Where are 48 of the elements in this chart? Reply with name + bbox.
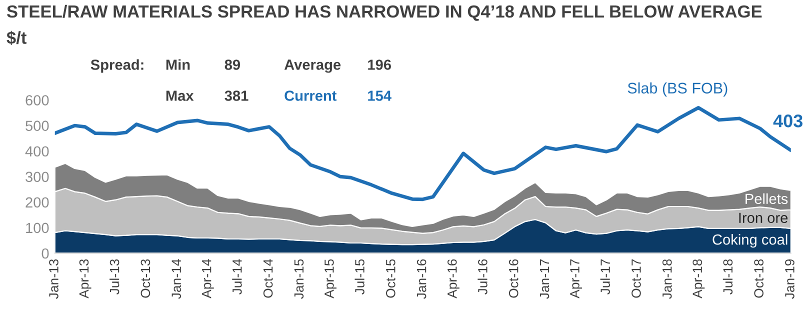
x-tick-label: Jul-13: [110, 259, 120, 294]
x-tick-label: Jul-15: [354, 259, 364, 294]
annotation: 381: [224, 90, 248, 101]
y-tick-label: 600: [26, 95, 49, 106]
x-tick-label: Jul-17: [600, 259, 610, 294]
x-tick-label: Jul-16: [478, 259, 488, 294]
annotation: 403: [773, 114, 802, 128]
annotation: 154: [368, 90, 392, 101]
x-tick-label: Oct-16: [508, 259, 518, 298]
y-tick-label: 0: [42, 248, 49, 259]
series-label: Coking coal: [712, 234, 788, 248]
x-tick-label: Jan-15: [294, 259, 304, 299]
x-tick-label: Jan-13: [49, 259, 58, 299]
y-tick-label: 300: [26, 172, 49, 182]
x-tick-label: Apr-16: [447, 259, 460, 298]
y-tick-label: 200: [26, 197, 49, 208]
x-tick-label: Jul-18: [722, 259, 733, 294]
x-tick-label: Oct-18: [754, 259, 764, 298]
x-tick-label: Jan-16: [416, 259, 426, 299]
x-tick-label: Oct-13: [140, 259, 150, 298]
x-tick-label: Apr-13: [79, 259, 92, 298]
series-label: Pellets: [746, 193, 788, 204]
x-tick-label: Oct-17: [632, 259, 641, 298]
y-tick-label: 400: [25, 146, 49, 157]
x-tick-label: Oct-14: [263, 259, 273, 298]
x-tick-label: Oct-15: [386, 259, 396, 298]
y-tick-label: 100: [26, 222, 49, 234]
annotation: Max: [166, 90, 194, 101]
text: 89: [224, 60, 240, 70]
text: Min: [166, 59, 190, 70]
x-tick-label: Jan-17: [540, 259, 550, 299]
text: Spread:: [90, 59, 144, 73]
x-tick-label: Jan-18: [662, 259, 672, 299]
x-tick-label: Jul-14: [232, 259, 242, 294]
x-tick-label: Jan-19: [785, 259, 794, 299]
x-tick-label: Apr-18: [692, 259, 705, 298]
x-tick-label: Apr-17: [570, 259, 582, 298]
x-tick-label: Apr-14: [202, 259, 214, 298]
text: 196: [368, 60, 391, 70]
chart-title: STEEL/RAW MATERIALS SPREAD HAS NARROWED IN Q4’18 AND FELL BELOW AVERAGE: [6, 4, 762, 21]
series-label: Slab (BS FOB): [628, 82, 728, 97]
y-axis-title: $/t: [6, 30, 27, 46]
x-tick-label: Jan-14: [172, 259, 182, 299]
y-tick-label: 500: [26, 120, 49, 131]
text: Average: [284, 60, 341, 73]
annotation: Current: [284, 90, 337, 101]
x-tick-label: Apr-15: [324, 259, 336, 298]
series-label: Iron ore: [739, 212, 788, 224]
